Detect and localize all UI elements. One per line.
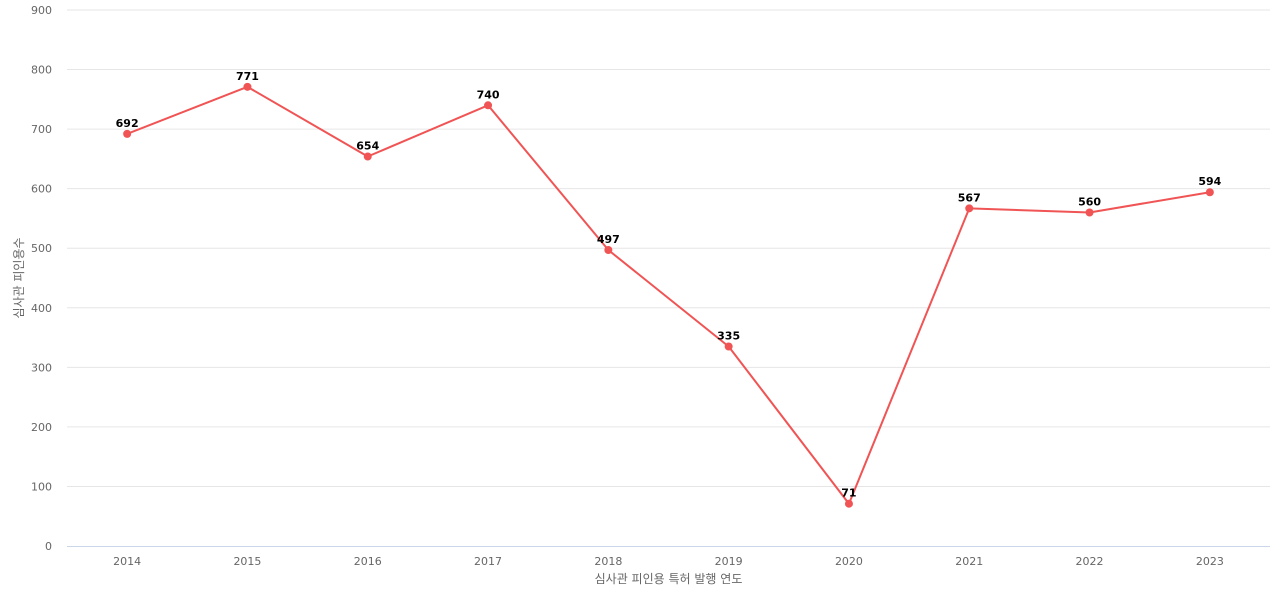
y-tick-label: 400 [31,302,52,315]
data-point[interactable] [243,82,252,91]
data-label: 654 [356,140,379,153]
x-axis-tick-labels: 2014 2015 2016 2017 2018 2019 2020 2021 2022 2023 [113,555,1224,568]
data-labels: 692 771 654 740 497 335 71 567 560 594 [116,70,1222,500]
y-tick-label: 900 [31,4,52,17]
data-label: 692 [116,117,139,130]
data-label: 497 [597,233,620,246]
series-line [126,85,1211,505]
y-tick-label: 500 [31,242,52,255]
data-point[interactable] [965,204,974,213]
data-point[interactable] [1205,188,1214,197]
y-tick-label: 800 [31,64,52,77]
x-tick-label: 2023 [1196,555,1224,568]
x-tick-label: 2020 [835,555,863,568]
y-tick-label: 600 [31,183,52,196]
x-tick-label: 2018 [594,555,622,568]
x-tick-label: 2014 [113,555,141,568]
data-point[interactable] [604,246,613,255]
x-tick-label: 2022 [1076,555,1104,568]
x-axis-title: 심사관 피인용 특허 발행 연도 [595,571,743,586]
data-label: 560 [1078,195,1101,208]
y-tick-label: 0 [45,540,52,553]
y-tick-label: 700 [31,123,52,136]
x-tick-label: 2017 [474,555,502,568]
data-point[interactable] [844,499,853,508]
data-point[interactable] [123,129,132,138]
data-point[interactable] [1085,208,1094,217]
data-label: 594 [1198,175,1221,188]
y-axis-title: 심사관 피인용수 [12,237,26,318]
data-label: 567 [958,191,981,204]
data-label: 71 [841,487,856,500]
series-layer [123,82,1214,508]
y-tick-label: 300 [31,361,52,374]
data-point[interactable] [363,152,372,161]
data-label: 771 [236,70,259,83]
y-tick-label: 100 [31,480,52,493]
data-point[interactable] [484,101,493,110]
data-point[interactable] [724,342,733,351]
y-axis-tick-labels: 0 100 200 300 400 500 600 700 800 900 [31,4,52,553]
x-tick-label: 2015 [233,555,261,568]
data-label: 335 [717,329,740,342]
x-tick-label: 2016 [354,555,382,568]
y-tick-label: 200 [31,421,52,434]
x-tick-label: 2021 [955,555,983,568]
data-label: 740 [477,88,500,101]
gridlines [67,9,1270,487]
x-tick-label: 2019 [715,555,743,568]
